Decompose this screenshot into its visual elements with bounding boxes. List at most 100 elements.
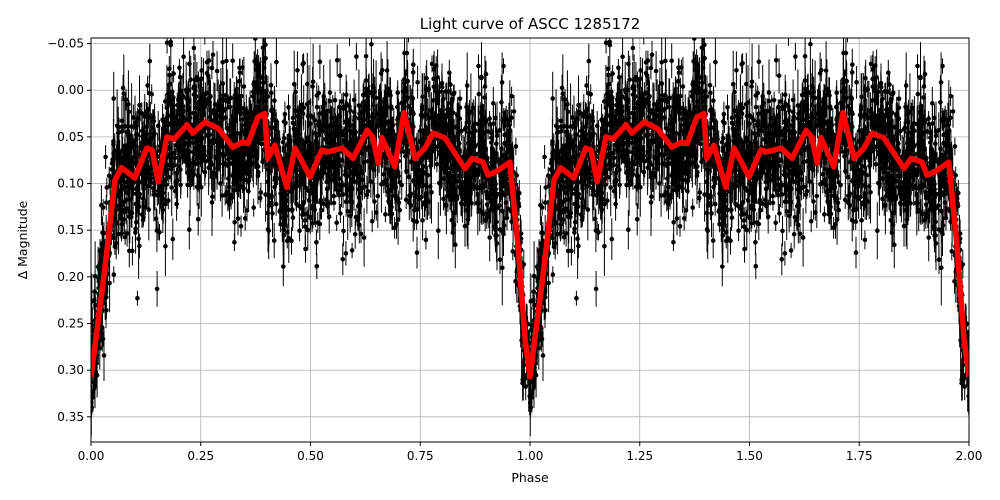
data-point [875, 114, 880, 120]
data-point [216, 157, 222, 162]
data-point [867, 163, 872, 168]
data-point [962, 384, 967, 389]
data-point [174, 201, 179, 207]
data-point [160, 207, 166, 212]
data-point [887, 154, 893, 160]
data-point [858, 177, 863, 182]
data-point [326, 214, 332, 219]
data-point [320, 111, 325, 116]
data-point [291, 126, 297, 132]
data-point [473, 170, 479, 176]
data-point [632, 110, 637, 116]
data-point [343, 127, 348, 132]
data-point [239, 93, 244, 99]
data-point [324, 186, 330, 191]
data-point [883, 203, 888, 208]
data-point [638, 68, 643, 73]
data-point [699, 74, 704, 80]
data-point [348, 194, 354, 200]
data-point [606, 72, 611, 78]
data-point [655, 157, 661, 162]
data-point [199, 184, 204, 190]
data-point [932, 181, 937, 187]
data-point [352, 232, 358, 237]
data-point [356, 195, 362, 200]
data-point [245, 123, 251, 129]
data-point [274, 59, 279, 65]
data-point [766, 90, 772, 95]
data-point [432, 121, 437, 127]
data-point [630, 85, 635, 91]
data-point [859, 94, 864, 100]
data-point [762, 137, 767, 142]
data-point [813, 210, 818, 215]
data-point [278, 221, 283, 227]
data-point [238, 146, 243, 152]
data-point [489, 140, 494, 145]
data-point [553, 221, 558, 226]
data-point [133, 226, 138, 231]
data-point [214, 68, 220, 74]
data-point [347, 164, 353, 170]
data-point [104, 185, 110, 190]
data-point [767, 158, 772, 164]
data-point [531, 273, 537, 279]
data-point [637, 149, 643, 155]
data-point [357, 111, 362, 116]
data-point [310, 115, 316, 120]
data-point [896, 96, 902, 101]
data-point [377, 102, 382, 107]
data-point [237, 65, 242, 70]
data-point [883, 151, 889, 157]
data-point [762, 160, 767, 166]
data-point [805, 89, 811, 95]
data-point [188, 77, 193, 82]
data-point [262, 98, 268, 104]
data-point [871, 121, 876, 127]
data-point [703, 88, 708, 94]
data-point [766, 167, 771, 173]
data-point [616, 111, 621, 117]
data-point [759, 111, 764, 116]
data-point [160, 117, 165, 122]
data-point [914, 185, 919, 191]
data-point [240, 176, 245, 181]
data-point [312, 131, 318, 136]
data-point [172, 162, 177, 168]
data-point [383, 107, 389, 112]
data-point [470, 174, 475, 179]
data-point [669, 161, 674, 166]
data-point [853, 219, 858, 224]
data-point [131, 155, 136, 160]
data-point [212, 137, 217, 143]
data-point [604, 91, 610, 97]
data-point [583, 124, 588, 130]
data-point [177, 75, 183, 80]
data-point [625, 151, 630, 157]
data-point [741, 218, 747, 223]
data-point [296, 119, 302, 125]
data-point [283, 120, 288, 126]
data-point [327, 90, 333, 95]
data-point [852, 182, 857, 187]
data-point [177, 111, 182, 117]
data-point [834, 168, 839, 173]
data-point [101, 353, 107, 358]
data-point [154, 286, 160, 292]
data-point [410, 70, 416, 75]
data-point [220, 151, 225, 157]
data-point [705, 228, 710, 234]
data-point [592, 216, 598, 222]
data-point [943, 150, 949, 155]
data-point [948, 93, 953, 99]
data-point [700, 65, 706, 71]
data-point [149, 135, 154, 141]
data-point [740, 200, 746, 205]
data-point [134, 202, 139, 207]
data-point [135, 191, 141, 197]
data-point [626, 115, 632, 120]
data-point [568, 124, 573, 129]
data-point [255, 173, 261, 179]
data-point [614, 122, 619, 128]
data-point [234, 93, 240, 99]
